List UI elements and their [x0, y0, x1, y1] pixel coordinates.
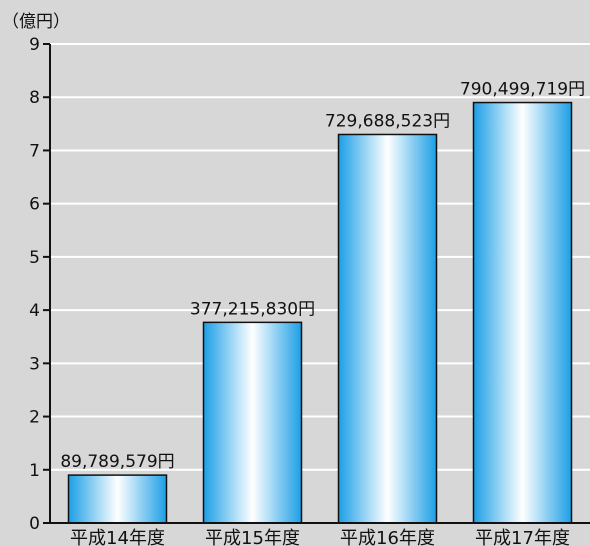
y-tick-label: 8: [29, 88, 40, 108]
y-tick-label: 1: [29, 461, 40, 481]
bar: [67, 474, 168, 524]
data-label: 89,789,579円: [60, 452, 174, 472]
y-tick-label: 5: [29, 248, 40, 268]
gridlines: [50, 43, 590, 471]
x-category-label: 平成14年度: [70, 528, 165, 546]
y-axis-unit-label: （億円）: [2, 12, 70, 32]
y-tick-label: 0: [29, 514, 40, 534]
y-tick-label: 7: [29, 141, 40, 161]
y-tick-label: 3: [29, 354, 40, 374]
data-label: 729,688,523円: [325, 111, 450, 131]
data-label: 377,215,830円: [190, 299, 315, 319]
y-tick-label: 9: [29, 35, 40, 55]
bars: [67, 101, 573, 524]
x-category-label: 平成17年度: [475, 528, 570, 546]
axes: [43, 43, 590, 524]
x-category-label: 平成16年度: [340, 528, 435, 546]
x-category-label: 平成15年度: [205, 528, 300, 546]
bar: [472, 101, 573, 524]
bar: [337, 133, 438, 524]
y-tick-label: 4: [29, 301, 40, 321]
labels: 012345678989,789,579円平成14年度377,215,830円平…: [29, 35, 585, 546]
data-label: 790,499,719円: [460, 80, 585, 100]
bar: [202, 321, 303, 524]
y-tick-label: 6: [29, 195, 40, 215]
y-tick-label: 2: [29, 408, 40, 428]
